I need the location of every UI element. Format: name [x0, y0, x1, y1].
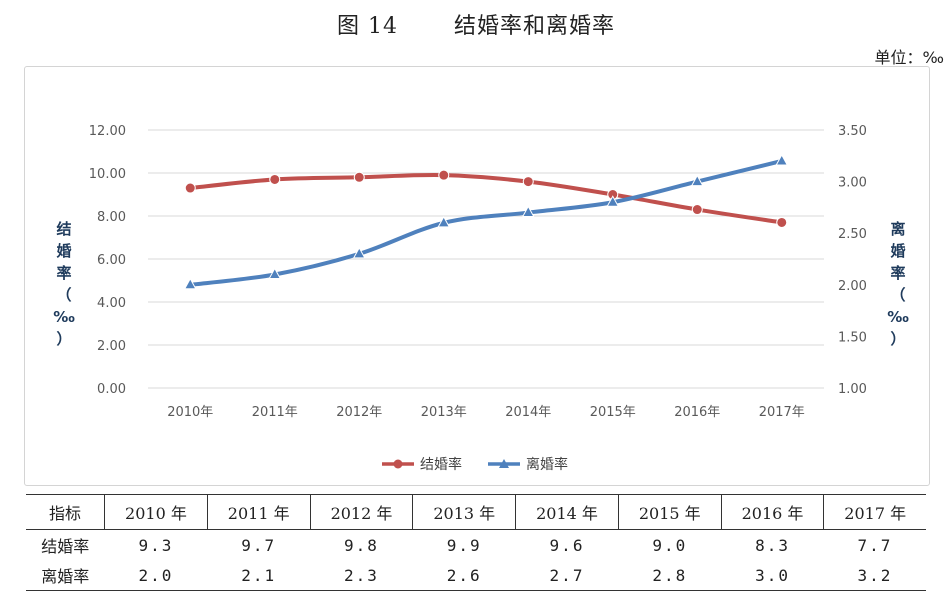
y-left-tick-label: 0.00 [97, 382, 126, 397]
figure-number: 图 14 [336, 14, 398, 39]
row-label: 离婚率 [26, 560, 105, 591]
table-row-divorce: 离婚率 2.0 2.1 2.3 2.6 2.7 2.8 3.0 3.2 [26, 560, 926, 591]
data-point-marriage [438, 169, 450, 181]
column-header: 2013 年 [412, 494, 516, 530]
y-right-axis-title: 离婚率（‰） [887, 220, 909, 348]
y-right-tick-label: 3.50 [838, 124, 867, 139]
data-point-marriage [776, 216, 788, 228]
x-tick-label: 2012年 [336, 405, 382, 420]
y-left-tick-label: 6.00 [97, 253, 126, 268]
data-point-marriage [522, 176, 534, 188]
table-row-marriage: 结婚率 9.3 9.7 9.8 9.9 9.6 9.0 8.3 7.7 [26, 530, 926, 561]
table-cell: 2.8 [618, 560, 722, 591]
data-point-divorce [606, 195, 620, 207]
data-point-marriage [184, 182, 196, 194]
legend-marker-divorce [499, 459, 509, 468]
data-point-divorce [521, 205, 535, 218]
row-label: 结婚率 [41, 537, 90, 556]
table-cell: 7.7 [857, 535, 893, 555]
table-cell: 2.6 [412, 560, 516, 591]
column-header: 2016 年 [720, 494, 824, 530]
line-chart: 0.00 2.00 4.00 6.00 8.00 10.00 12.00 1.00 1.50 2.… [53, 124, 909, 473]
x-tick-label: 2015年 [590, 405, 636, 420]
x-tick-label: 2017年 [759, 405, 805, 420]
column-header: 2011 年 [206, 494, 311, 530]
data-point-marriage [353, 171, 365, 183]
y-right-tick-label: 1.50 [838, 330, 867, 345]
x-tick-label: 2016年 [674, 405, 720, 420]
x-tick-label: 2010年 [167, 405, 213, 420]
column-header: 指标 [26, 494, 105, 530]
legend-marker-marriage [393, 459, 403, 469]
column-header: 2015 年 [617, 494, 722, 530]
column-header: 2012 年 [309, 494, 413, 530]
table-cell: 9.7 [241, 535, 277, 555]
y-left-tick-label: 4.00 [97, 296, 126, 311]
y-left-tick-label: 8.00 [97, 210, 126, 225]
data-point-divorce [437, 215, 451, 228]
data-point-marriage [269, 173, 281, 185]
legend-label-marriage: 结婚率 [420, 456, 462, 473]
column-header: 2017 年 [823, 494, 926, 530]
series-line-marriage [188, 173, 784, 225]
x-tick-label: 2013年 [421, 405, 467, 420]
table-cell: 3.0 [721, 560, 824, 591]
data-point-divorce [183, 277, 197, 290]
series-line-divorce [188, 158, 784, 287]
unit-label: 单位：‰ [874, 48, 944, 67]
y-left-tick-label: 12.00 [89, 124, 126, 139]
legend-label-divorce: 离婚率 [526, 456, 568, 473]
data-point-divorce [268, 267, 282, 279]
table-cell: 2.7 [515, 560, 619, 591]
table-cell: 9.8 [344, 535, 379, 555]
table-cell: 9.6 [549, 535, 585, 555]
data-point-divorce [352, 246, 366, 259]
y-left-tick-label: 10.00 [89, 167, 126, 182]
x-tick-label: 2014年 [505, 405, 551, 420]
column-header: 2010 年 [104, 494, 208, 530]
y-left-axis-title: 结婚率（‰） [53, 220, 75, 348]
data-point-divorce [775, 153, 789, 166]
table-cell: 9.9 [446, 535, 482, 555]
y-right-tick-label: 2.50 [838, 227, 867, 242]
y-right-tick-label: 1.00 [838, 382, 867, 397]
table-cell: 8.3 [755, 535, 790, 555]
y-right-tick-label: 2.00 [838, 279, 867, 294]
data-point-divorce [690, 174, 704, 187]
data-table: 指标 2010 年 2011 年 2012 年 2013 年 2014 年 20… [26, 494, 926, 591]
y-right-tick-label: 3.00 [838, 176, 867, 191]
column-header: 2014 年 [515, 494, 619, 530]
table-cell: 9.3 [138, 535, 174, 555]
table-cell: 3.2 [823, 560, 926, 591]
table-cell: 2.0 [104, 560, 208, 591]
table-header-row: 指标 2010 年 2011 年 2012 年 2013 年 2014 年 20… [26, 494, 926, 530]
table-cell: 2.1 [207, 560, 311, 591]
chart-frame [24, 66, 930, 486]
data-point-marriage [691, 204, 703, 216]
table-cell: 9.0 [652, 535, 688, 555]
y-left-tick-label: 2.00 [97, 339, 126, 354]
table-cell: 2.3 [310, 560, 413, 591]
chart-title: 图 14 结婚率和离婚率 [0, 8, 952, 40]
x-tick-label: 2011年 [252, 405, 298, 420]
figure-title: 结婚率和离婚率 [453, 14, 615, 39]
